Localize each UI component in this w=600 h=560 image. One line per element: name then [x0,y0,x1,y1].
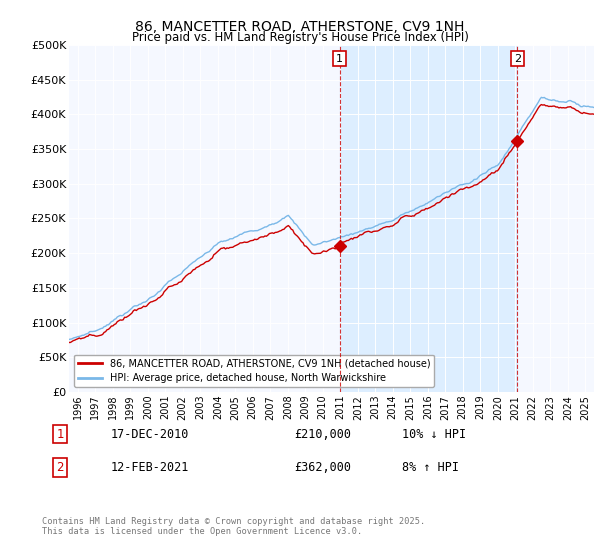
Text: 1: 1 [56,427,64,441]
Text: 12-FEB-2021: 12-FEB-2021 [111,461,190,474]
Text: £210,000: £210,000 [294,427,351,441]
Text: 2: 2 [514,54,521,64]
Text: 86, MANCETTER ROAD, ATHERSTONE, CV9 1NH: 86, MANCETTER ROAD, ATHERSTONE, CV9 1NH [136,20,464,34]
Text: 17-DEC-2010: 17-DEC-2010 [111,427,190,441]
Text: Price paid vs. HM Land Registry's House Price Index (HPI): Price paid vs. HM Land Registry's House … [131,31,469,44]
Text: £362,000: £362,000 [294,461,351,474]
Text: 1: 1 [336,54,343,64]
Text: 10% ↓ HPI: 10% ↓ HPI [402,427,466,441]
Legend: 86, MANCETTER ROAD, ATHERSTONE, CV9 1NH (detached house), HPI: Average price, de: 86, MANCETTER ROAD, ATHERSTONE, CV9 1NH … [74,354,434,387]
Text: 8% ↑ HPI: 8% ↑ HPI [402,461,459,474]
Text: 2: 2 [56,461,64,474]
Bar [340,45,517,392]
Text: Contains HM Land Registry data © Crown copyright and database right 2025.
This d: Contains HM Land Registry data © Crown c… [42,517,425,536]
